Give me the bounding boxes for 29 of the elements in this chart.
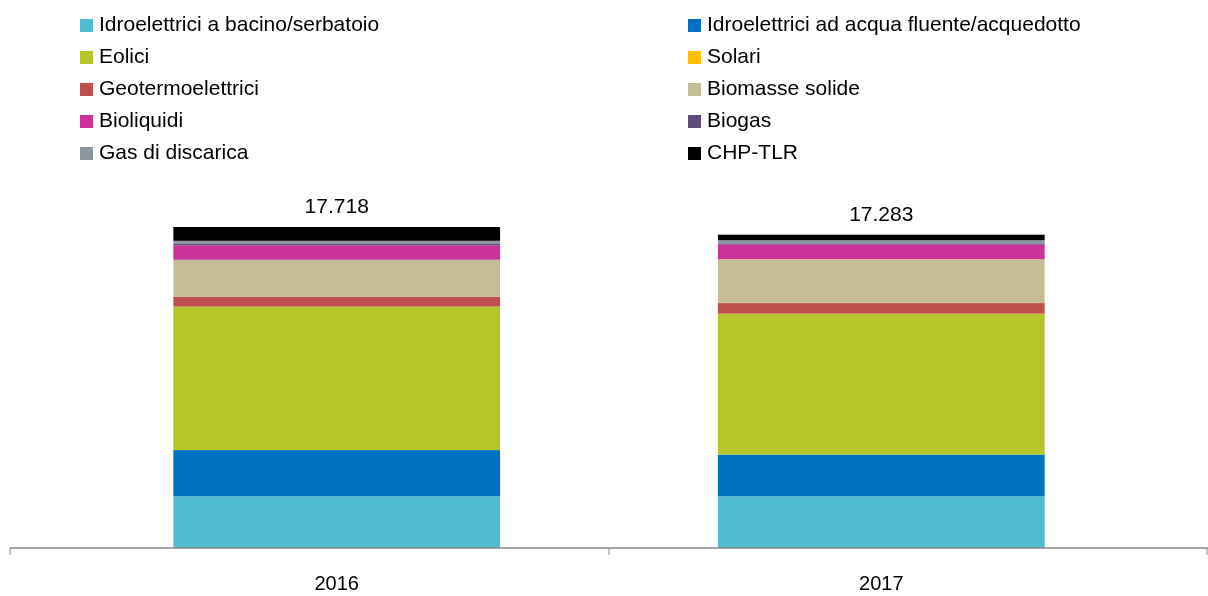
legend-label: Geotermoelettrici	[99, 75, 259, 99]
legend-label: Biomasse solide	[707, 75, 860, 99]
legend-label: Gas di discarica	[99, 139, 249, 163]
legend-label: Idroelettrici a bacino/serbatoio	[99, 11, 380, 35]
legend-label: Idroelettrici ad acqua fluente/acquedotto	[707, 11, 1081, 35]
bar	[173, 496, 501, 548]
bar	[717, 303, 1045, 314]
bar	[173, 240, 501, 245]
bar	[173, 450, 501, 497]
legend-label: Biogas	[707, 107, 772, 131]
legend-label: Solari	[707, 43, 761, 67]
bar	[173, 296, 501, 307]
bar	[173, 245, 501, 260]
legend-label: Bioliquidi	[99, 107, 184, 131]
bar	[717, 313, 1045, 455]
bar	[173, 259, 501, 297]
bar	[717, 244, 1045, 260]
bar	[717, 496, 1045, 548]
legend-label: Eolici	[99, 43, 150, 67]
annotation: 17.283	[849, 201, 914, 225]
bar	[173, 227, 501, 241]
x-tick-label: 2017	[859, 572, 904, 594]
legend-label: CHP-TLR	[707, 139, 799, 163]
bar	[717, 454, 1045, 497]
bar	[717, 259, 1045, 304]
bar	[173, 306, 501, 451]
bar	[717, 234, 1045, 241]
x-tick-label: 2016	[314, 572, 359, 594]
annotation: 17.718	[304, 194, 369, 217]
